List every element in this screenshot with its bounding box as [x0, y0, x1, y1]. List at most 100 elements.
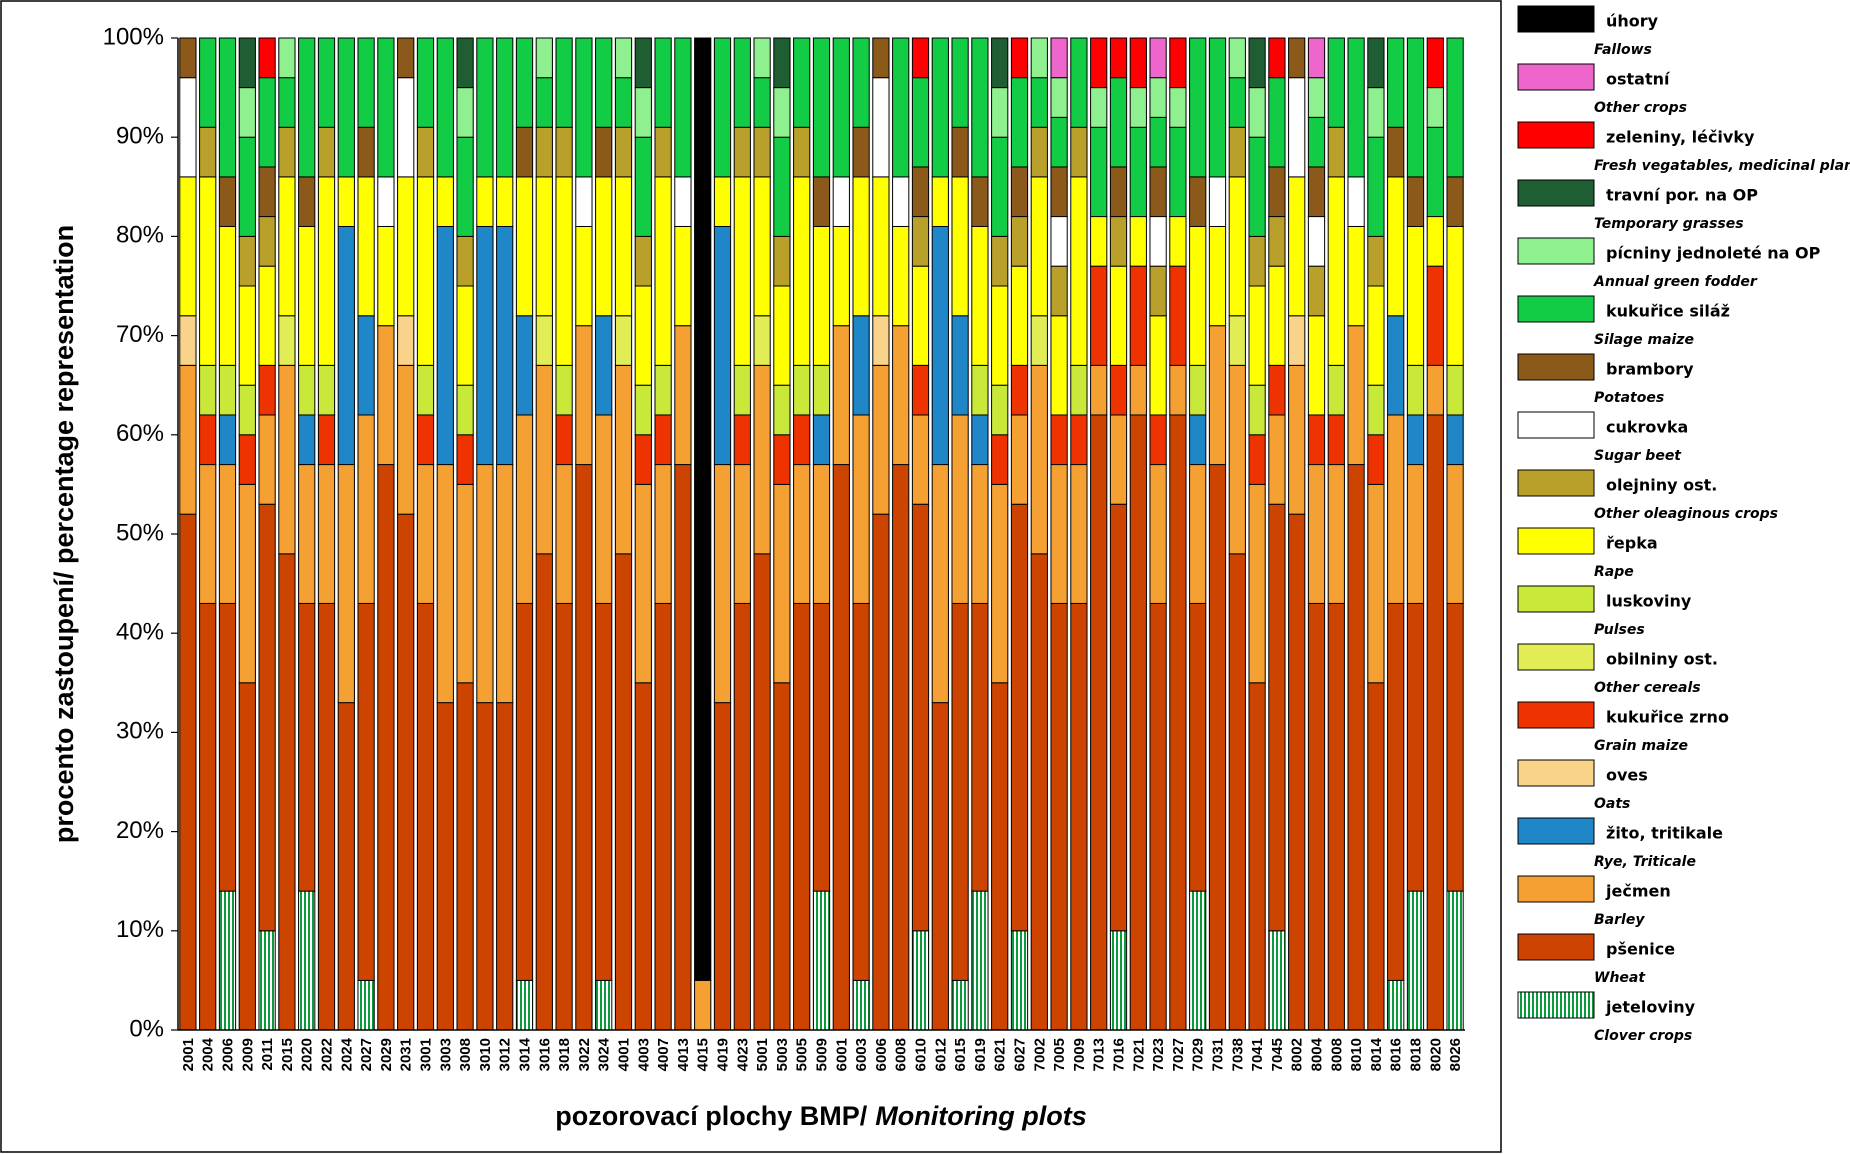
legend-sublabel: Clover crops — [1594, 1028, 1692, 1044]
bar-segment — [218, 176, 237, 227]
bar-segment — [1228, 364, 1246, 555]
bar-segment — [793, 602, 811, 1031]
bar-segment — [1426, 216, 1444, 267]
bar-segment — [1426, 414, 1444, 1031]
bar-segment — [515, 602, 534, 981]
bar-segment — [654, 464, 672, 604]
x-tick-label: 2024 — [338, 1037, 355, 1071]
bar-segment — [614, 176, 633, 317]
x-tick-label: 3018 — [556, 1038, 573, 1071]
bar-segment — [1347, 464, 1365, 1031]
bar-segment — [1288, 37, 1306, 79]
bar-segment — [753, 37, 771, 79]
chart-frame — [0, 0, 1502, 1153]
bar-segment — [416, 602, 435, 1031]
bar-segment — [1307, 265, 1326, 317]
x-tick-label: 6001 — [833, 1038, 850, 1071]
bar-segment — [614, 37, 633, 79]
bar-segment — [1367, 483, 1385, 684]
bar-segment — [199, 176, 217, 366]
bar-segment — [1367, 384, 1385, 436]
bar-segment — [337, 464, 355, 704]
bar-segment — [476, 176, 494, 227]
legend-label: obilniny ost. — [1606, 650, 1718, 669]
bar-segment — [1228, 315, 1246, 366]
bar-segment — [377, 464, 395, 1031]
legend-swatch — [1517, 759, 1595, 787]
bar-segment — [1010, 414, 1029, 505]
bar-segment — [1129, 265, 1147, 366]
legend-sublabel: Pulses — [1594, 622, 1645, 638]
bar-segment — [1109, 930, 1128, 1031]
y-tick-label: 20% — [116, 817, 164, 844]
bar-segment — [357, 414, 375, 604]
bar-segment — [753, 364, 771, 555]
bar-segment — [634, 285, 652, 386]
bar-segment — [1189, 176, 1207, 227]
bar-segment — [1426, 265, 1444, 366]
bar-segment — [1446, 225, 1464, 366]
bar-segment — [1070, 176, 1088, 366]
x-tick-label: 8008 — [1328, 1038, 1345, 1071]
bar-segment — [199, 364, 217, 416]
bar-segment — [337, 225, 355, 466]
bar-segment — [1367, 682, 1385, 1031]
bar-segment — [634, 136, 652, 237]
bar-segment — [456, 136, 474, 237]
bar-segment — [1327, 364, 1345, 416]
bar-segment — [179, 315, 197, 366]
bar-segment — [298, 364, 316, 416]
bar-segment — [377, 325, 395, 466]
bar-segment — [535, 315, 553, 366]
x-tick-label: 8002 — [1289, 1038, 1306, 1071]
bar-segment — [1426, 87, 1444, 128]
bar-segment — [1268, 77, 1286, 168]
bar-segment — [575, 176, 593, 227]
bar-segment — [258, 930, 276, 1031]
bar-segment — [317, 176, 336, 366]
bar-segment — [872, 364, 890, 515]
legend-swatch — [1517, 817, 1595, 845]
bar-segment — [872, 315, 890, 366]
bar-segment — [1307, 116, 1326, 168]
bar-segment — [1367, 87, 1385, 138]
legend-label: zeleniny, léčivky — [1606, 128, 1755, 147]
bar-segment — [357, 602, 375, 981]
bar-segment — [258, 166, 276, 218]
bar-segment — [654, 414, 672, 466]
x-tick-label: 3001 — [417, 1038, 434, 1071]
bar-segment — [436, 176, 454, 227]
bar-segment — [852, 126, 870, 178]
x-tick-label: 8004 — [1308, 1037, 1325, 1071]
bar-segment — [258, 37, 276, 79]
bar-segment — [991, 434, 1009, 485]
bar-segment — [1307, 464, 1326, 604]
bar-segment — [1446, 464, 1464, 604]
y-tick-label: 100% — [103, 23, 164, 50]
bar-segment — [773, 285, 791, 386]
legend-swatch — [1517, 63, 1595, 91]
bar-segment — [496, 37, 514, 178]
x-tick-label: 7027 — [1170, 1038, 1187, 1071]
bar-segment — [555, 176, 573, 366]
legend-label: kukuřice siláž — [1606, 302, 1730, 321]
bar-segment — [753, 77, 771, 128]
x-tick-label: 3008 — [457, 1038, 474, 1071]
legend-swatch — [1517, 933, 1595, 961]
bar-segment — [614, 315, 633, 366]
bar-segment — [1169, 126, 1187, 218]
bar-segment — [1189, 364, 1207, 416]
bar-segment — [1367, 37, 1385, 89]
bar-segment — [298, 176, 316, 227]
bar-segment — [931, 225, 949, 466]
bar-segment — [1387, 126, 1405, 178]
bar-segment — [931, 702, 949, 1031]
bar-segment — [753, 315, 771, 366]
x-tick-label: 6008 — [893, 1038, 910, 1071]
bar-segment — [971, 176, 989, 227]
bar-segment — [1149, 464, 1167, 604]
bar-segment — [733, 37, 751, 128]
bar-segment — [199, 37, 217, 128]
bar-segment — [793, 464, 811, 604]
bar-segment — [456, 483, 474, 684]
